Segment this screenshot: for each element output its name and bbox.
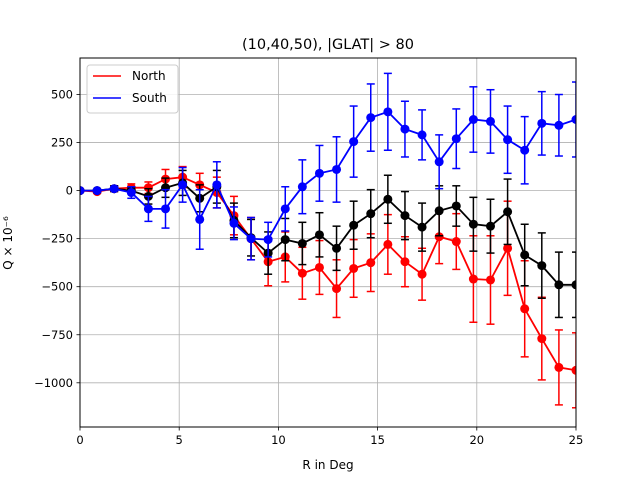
y-tick-label: 500 — [51, 88, 73, 102]
series-group — [80, 72, 576, 409]
data-point — [332, 164, 342, 174]
plot-area — [80, 72, 576, 409]
data-point — [126, 188, 136, 198]
data-point — [297, 182, 307, 192]
data-point — [383, 239, 393, 249]
data-point — [400, 211, 410, 221]
data-point — [520, 250, 530, 260]
data-point — [332, 284, 342, 294]
legend-box — [86, 64, 179, 114]
data-point — [468, 219, 478, 229]
data-point — [554, 362, 564, 372]
data-point — [554, 120, 564, 130]
data-point — [263, 235, 273, 245]
data-point — [383, 107, 393, 117]
data-point — [468, 274, 478, 284]
data-point — [297, 238, 307, 248]
data-point — [434, 206, 444, 216]
data-point — [349, 263, 359, 273]
data-point — [92, 186, 102, 196]
data-point — [451, 134, 461, 144]
data-point — [297, 268, 307, 278]
data-point — [417, 130, 427, 140]
data-point — [161, 204, 171, 214]
data-point — [314, 230, 324, 240]
data-point — [485, 116, 495, 126]
data-point — [503, 243, 513, 253]
data-point — [246, 234, 256, 244]
x-tick-label: 20 — [469, 433, 484, 447]
data-point — [366, 209, 376, 219]
data-point — [537, 261, 547, 271]
data-point — [571, 365, 576, 375]
y-tick-label: −250 — [41, 232, 73, 246]
data-point — [417, 222, 427, 232]
series-south — [80, 72, 576, 261]
data-point — [503, 207, 513, 217]
data-point — [195, 214, 205, 224]
data-point — [485, 275, 495, 285]
x-axis-label: R in Deg — [302, 458, 353, 472]
x-tick-label: 10 — [271, 433, 286, 447]
x-tick-label: 5 — [176, 433, 183, 447]
data-point — [349, 137, 359, 147]
data-point — [80, 186, 85, 196]
data-point — [366, 113, 376, 123]
data-point — [520, 304, 530, 314]
axis-ticks: 0 5 10 15 20 25 −1000 −750 −500 −250 0 250 500 — [34, 88, 583, 447]
data-point — [349, 220, 359, 230]
grid — [79, 58, 577, 427]
data-point — [451, 201, 461, 211]
data-point — [537, 118, 547, 128]
chart-title: (10,40,50), |GLAT| > 80 — [242, 37, 414, 53]
x-tick-label: 25 — [569, 433, 584, 447]
data-point — [229, 218, 239, 228]
data-point — [109, 184, 119, 194]
data-point — [212, 180, 222, 190]
data-point — [554, 280, 564, 290]
data-point — [434, 232, 444, 242]
data-point — [451, 237, 461, 247]
data-point — [400, 124, 410, 134]
y-axis-label: Q × 10⁻⁶ — [1, 216, 15, 270]
x-tick-label: 0 — [76, 433, 83, 447]
data-point — [468, 115, 478, 124]
data-point — [383, 194, 393, 204]
data-point — [503, 135, 513, 145]
legend-south-label: South — [132, 91, 167, 105]
data-point — [417, 269, 427, 279]
data-point — [485, 221, 495, 231]
data-point — [332, 243, 342, 253]
data-point — [280, 235, 290, 245]
data-point — [400, 257, 410, 267]
data-point — [366, 258, 376, 268]
legend-north-label: North — [132, 69, 166, 83]
y-tick-label: 0 — [66, 184, 73, 198]
data-point — [314, 262, 324, 272]
data-point — [143, 204, 153, 214]
data-point — [178, 180, 188, 190]
y-tick-label: −750 — [41, 328, 73, 342]
data-point — [571, 115, 576, 124]
y-tick-label: −1000 — [34, 376, 73, 390]
x-tick-label: 15 — [370, 433, 385, 447]
data-point — [314, 168, 324, 178]
axes-frame — [79, 57, 577, 428]
data-point — [520, 145, 530, 155]
y-tick-label: 250 — [51, 136, 73, 150]
data-point — [143, 183, 153, 193]
y-tick-label: −500 — [41, 280, 73, 294]
data-point — [537, 334, 547, 344]
data-point — [280, 204, 290, 214]
data-point — [571, 280, 576, 290]
legend: North South — [86, 64, 179, 114]
data-point — [434, 157, 444, 167]
